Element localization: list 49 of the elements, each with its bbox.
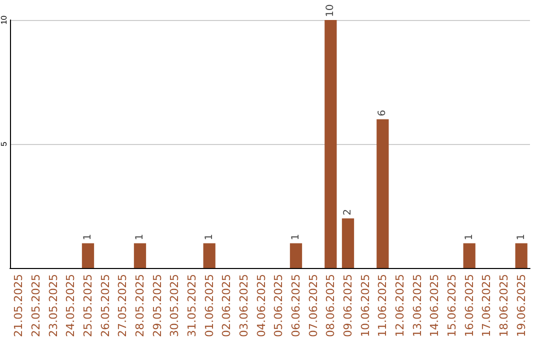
- x-tick-label: 19.06.2025: [514, 274, 528, 338]
- bar: [82, 243, 94, 268]
- x-tick-label: 21.05.2025: [12, 274, 26, 338]
- data-label: 1: [134, 234, 146, 240]
- x-tick-label: 13.06.2025: [410, 274, 424, 338]
- x-tick-label: 12.06.2025: [394, 274, 406, 338]
- x-tick-label: 06.06.2025: [290, 274, 302, 338]
- x-tick-label: 01.06.2025: [202, 274, 216, 338]
- data-label: 1: [464, 234, 475, 240]
- x-tick-label: 09.06.2025: [342, 274, 354, 338]
- x-tick-label: 31.05.2025: [186, 274, 198, 338]
- x-tick-label: 07.06.2025: [306, 274, 320, 338]
- bar: [324, 20, 337, 268]
- bar: [203, 243, 216, 268]
- bar: [376, 119, 389, 268]
- x-tick-label: 22.05.2025: [30, 274, 42, 338]
- x-tick-label: 27.05.2025: [116, 274, 130, 338]
- data-label: 1: [290, 234, 302, 240]
- x-tick-label: 10.06.2025: [358, 274, 372, 338]
- x-tick-label: 18.06.2025: [498, 274, 510, 338]
- bar: [134, 243, 146, 268]
- x-tick-label: 14.06.2025: [428, 274, 442, 338]
- x-tick-label: 15.06.2025: [446, 274, 458, 338]
- data-label: 10: [325, 4, 336, 17]
- data-label: 2: [342, 209, 354, 216]
- x-tick-label: 30.05.2025: [168, 274, 182, 338]
- x-tick-label: 23.05.2025: [46, 274, 60, 338]
- data-label: 1: [82, 234, 94, 240]
- x-tick-label: 02.06.2025: [220, 274, 234, 338]
- x-tick-label: 05.06.2025: [272, 274, 286, 338]
- x-tick-label: 16.06.2025: [462, 274, 476, 338]
- x-tick-label: 17.06.2025: [480, 274, 494, 338]
- x-tick-label: 28.05.2025: [134, 274, 146, 338]
- x-tick-label: 29.05.2025: [150, 274, 164, 338]
- x-tick-label: 26.05.2025: [98, 274, 112, 338]
- x-tick-label: 03.06.2025: [238, 274, 250, 338]
- bar: [290, 243, 302, 268]
- x-tick-label: 11.06.2025: [376, 274, 390, 338]
- x-tick-label: 24.05.2025: [64, 274, 78, 338]
- y-tick-label: 5: [0, 141, 8, 146]
- data-label: 1: [516, 234, 527, 240]
- bar: [342, 218, 354, 268]
- x-tick-label: 04.06.2025: [254, 274, 268, 338]
- bar: [463, 243, 476, 268]
- bar: [515, 243, 528, 268]
- data-label: 1: [204, 234, 215, 240]
- data-label: 6: [377, 110, 388, 116]
- x-tick-label: 25.05.2025: [82, 274, 94, 338]
- x-tick-label: 08.06.2025: [324, 274, 338, 338]
